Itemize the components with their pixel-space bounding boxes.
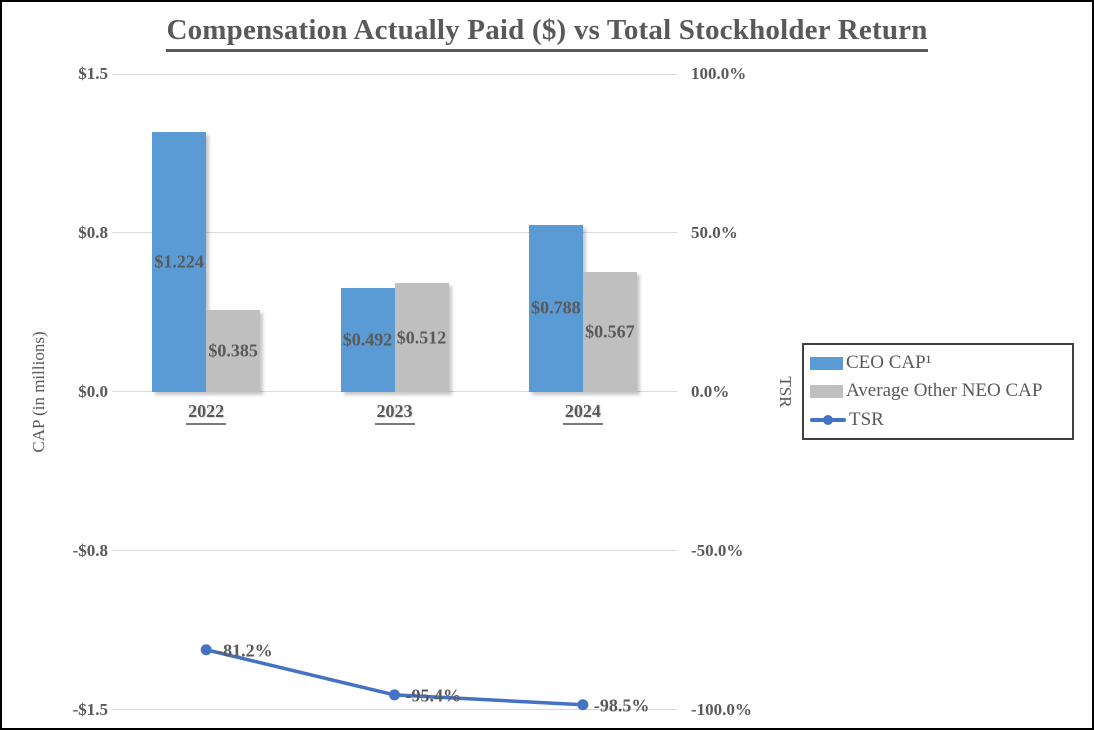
legend-swatch-tsr-line [810, 413, 846, 427]
bar-ceo-cap-2022 [152, 132, 207, 392]
legend-item-avg-neo-cap: Average Other NEO CAP [810, 380, 1066, 402]
bar-label-ceo-cap-2024: $0.788 [531, 297, 581, 318]
bar-avg-neo-cap-2022 [206, 310, 261, 392]
category-label-2022: 2022 [186, 401, 227, 425]
legend-swatch-avg-neo-cap [810, 384, 843, 398]
gridline [112, 550, 677, 552]
category-label-text: 2023 [374, 401, 415, 425]
gridline [112, 391, 677, 393]
legend-tsr-marker-dot [823, 414, 833, 425]
bar-label-avg-neo-cap-2024: $0.567 [585, 321, 635, 342]
legend-label-ceo-cap: CEO CAP¹ [846, 352, 932, 374]
right-axis-tick: -50.0% [691, 540, 744, 560]
bar-ceo-cap-2023 [340, 287, 395, 392]
left-axis-tick: $0.0 [78, 381, 108, 401]
left-axis-tick: -$0.8 [72, 540, 108, 560]
bar-label-avg-neo-cap-2023: $0.512 [396, 327, 447, 348]
tsr-point-label-2024: -98.5% [593, 695, 650, 716]
bar-label-avg-neo-cap-2022: $0.385 [208, 340, 258, 361]
left-axis-tick: $0.8 [78, 222, 108, 242]
legend-item-tsr: TSR [810, 409, 1066, 431]
gridline [112, 73, 677, 75]
category-label-text: 2022 [186, 401, 227, 425]
left-axis-tick: $1.5 [78, 64, 108, 83]
category-label-text: 2024 [562, 401, 603, 425]
bar-avg-neo-cap-2023 [394, 283, 449, 392]
chart-title: Compensation Actually Paid ($) vs Total … [2, 14, 1092, 52]
bar-label-ceo-cap-2023: $0.492 [342, 329, 393, 350]
right-axis-tick: 100.0% [691, 64, 747, 83]
category-label-2023: 2023 [374, 401, 415, 425]
legend-label-avg-neo-cap: Average Other NEO CAP [846, 380, 1043, 402]
bar-ceo-cap-2024 [528, 224, 583, 392]
legend: CEO CAP¹ Average Other NEO CAP TSR [802, 343, 1074, 440]
right-axis-tick: 50.0% [691, 222, 738, 242]
legend-swatch-ceo-cap [810, 356, 843, 370]
legend-label-tsr: TSR [849, 408, 884, 430]
tsr-point-label-2023: -95.4% [405, 685, 462, 706]
category-label-2024: 2024 [562, 401, 603, 425]
gridline [112, 709, 677, 710]
right-axis-tick: 0.0% [691, 381, 730, 401]
bar-avg-neo-cap-2024 [582, 271, 637, 392]
chart-title-text: Compensation Actually Paid ($) vs Total … [166, 14, 928, 52]
tsr-point-label-2022: -81.2% [217, 640, 273, 661]
legend-item-ceo-cap: CEO CAP¹ [810, 352, 1066, 374]
gridline [112, 232, 677, 234]
right-axis-tick: -100.0% [691, 699, 752, 719]
left-axis-tick: -$1.5 [72, 699, 108, 719]
bar-label-ceo-cap-2022: $1.224 [154, 251, 204, 272]
